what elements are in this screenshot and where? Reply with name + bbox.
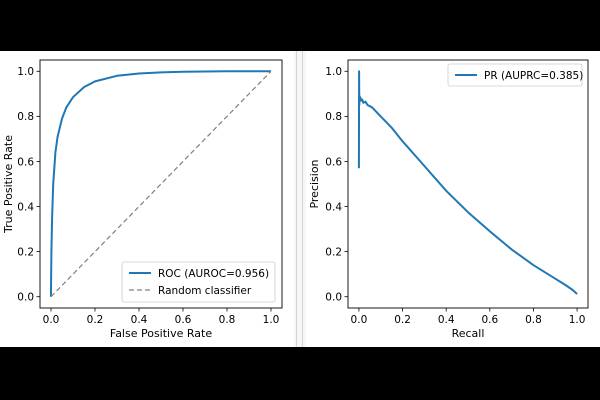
roc-ytick-label: 0.4: [17, 201, 34, 213]
pr-ytick-label: 1.0: [325, 66, 342, 78]
roc-xtick-label: 0.2: [87, 314, 104, 326]
roc-xtick-label: 0.8: [219, 314, 236, 326]
roc-x-axis-label: False Positive Rate: [110, 327, 212, 340]
pr-xtick-label: 0.2: [394, 314, 411, 326]
pr-ytick-label: 0.6: [325, 156, 342, 168]
roc-ytick-label: 0.6: [17, 156, 34, 168]
roc-chart: 0.0 0.2 0.4 0.6 0.8 1.0 0.0 0.2 0.4 0.6 0.8 1.0 Fals…: [2, 59, 283, 340]
pr-xtick-label: 1.0: [569, 314, 586, 326]
roc-ytick-label: 0.0: [17, 292, 34, 304]
pr-ytick-label: 0.4: [325, 201, 342, 213]
roc-series-curve-line: [50, 70, 271, 297]
roc-ytick-label: 1.0: [17, 66, 34, 78]
pr-xtick-label: 0.0: [351, 314, 368, 326]
pr-legend-label: PR (AUPRC=0.385): [484, 70, 583, 82]
roc-xtick-label: 1.0: [263, 314, 280, 326]
roc-legend-label: ROC (AUROC=0.956): [158, 268, 269, 280]
roc-xtick-label: 0.6: [175, 314, 192, 326]
divider-line-right: [302, 51, 303, 347]
roc-xtick-label: 0.4: [131, 314, 148, 326]
pr-ytick-label: 0.8: [325, 111, 342, 123]
roc-legend-box: [121, 261, 276, 303]
pr-xtick-label: 0.8: [525, 314, 542, 326]
panel-divider: [294, 51, 306, 347]
roc-legend-label: Random classifier: [158, 285, 252, 297]
pr-chart: 0.0 0.2 0.4 0.6 0.8 1.0 0.0 0.2 0.4 0.6 0.8 1.0 Reca…: [308, 59, 589, 340]
pr-xtick-label: 0.4: [438, 314, 455, 326]
pr-panel: 0.0 0.2 0.4 0.6 0.8 1.0 0.0 0.2 0.4 0.6 0.8 1.0 Reca…: [306, 51, 600, 347]
divider-line-left: [296, 51, 297, 347]
roc-panel: 0.0 0.2 0.4 0.6 0.8 1.0 0.0 0.2 0.4 0.6 0.8 1.0 Fals…: [0, 51, 294, 347]
pr-ytick-label: 0.0: [325, 292, 342, 304]
roc-xtick-label: 0.0: [43, 314, 60, 326]
pr-xtick-label: 0.6: [481, 314, 498, 326]
pr-plot-frame: [347, 59, 589, 309]
pr-ytick-label: 0.2: [325, 246, 342, 258]
roc-ytick-label: 0.2: [17, 246, 34, 258]
pr-legend-box: [447, 63, 583, 87]
roc-ytick-label: 0.8: [17, 111, 34, 123]
pr-series-curve-line: [357, 70, 578, 295]
roc-y-axis-label: True Positive Rate: [2, 135, 15, 234]
pr-x-axis-label: Recall: [452, 327, 485, 340]
roc-series-baseline-line: [50, 70, 272, 298]
pr-y-axis-label: Precision: [308, 159, 321, 208]
